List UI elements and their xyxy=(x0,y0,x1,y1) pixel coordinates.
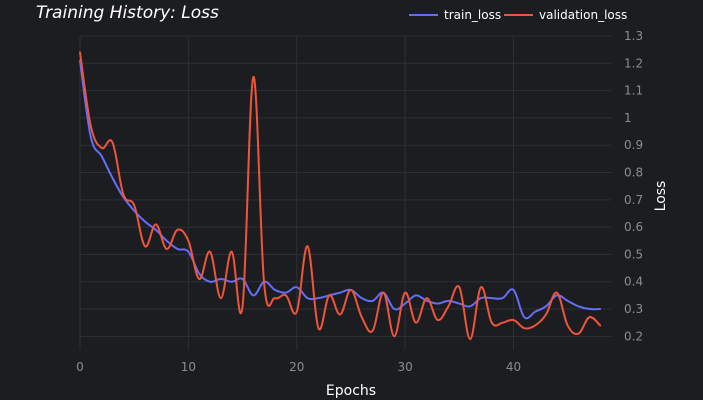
x-axis-title: Epochs xyxy=(326,383,376,399)
y-axis-ticks: 0.2 0.3 0.4 0.5 0.6 0.7 0.8 0.9 1 1.1 1.2 1.3 xyxy=(624,29,643,343)
y-tick-label: 0.7 xyxy=(624,193,643,207)
x-tick-label: 30 xyxy=(397,360,412,374)
grid xyxy=(79,35,611,350)
y-tick-label: 0.5 xyxy=(624,247,643,261)
y-tick-label: 1.2 xyxy=(624,56,643,70)
legend-label-validation-loss[interactable]: validation_loss xyxy=(539,8,627,22)
y-tick-label: 0.2 xyxy=(624,329,643,343)
y-tick-label: 0.8 xyxy=(624,166,643,180)
x-tick-label: 0 xyxy=(76,360,84,374)
y-tick-label: 0.9 xyxy=(624,138,643,152)
series-line-validation-loss xyxy=(79,51,602,341)
y-axis-title: Loss xyxy=(653,181,669,212)
y-tick-label: 0.6 xyxy=(624,220,643,234)
x-tick-label: 40 xyxy=(506,360,521,374)
x-tick-label: 10 xyxy=(181,360,196,374)
series-lines xyxy=(79,51,602,341)
y-tick-label: 1.1 xyxy=(624,84,643,98)
chart-title: Training History: Loss xyxy=(36,3,219,23)
y-tick-label: 1 xyxy=(624,111,632,125)
series-line-train-loss xyxy=(79,59,602,320)
legend: train_loss validation_loss xyxy=(409,8,627,22)
y-tick-label: 0.4 xyxy=(624,275,643,289)
y-tick-label: 0.3 xyxy=(624,302,643,316)
x-axis-ticks: 0 10 20 30 40 xyxy=(76,360,521,374)
y-tick-label: 1.3 xyxy=(624,29,643,43)
legend-label-train-loss[interactable]: train_loss xyxy=(444,8,501,22)
x-tick-label: 20 xyxy=(289,360,304,374)
